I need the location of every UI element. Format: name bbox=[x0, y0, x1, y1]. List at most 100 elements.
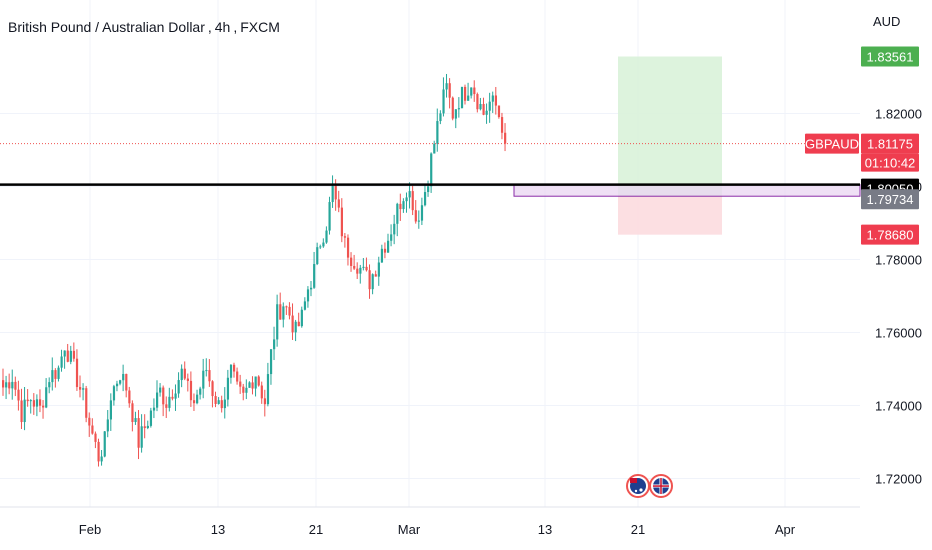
candle-body bbox=[451, 97, 454, 119]
symbol-tag-text: GBPAUD bbox=[805, 137, 859, 152]
candle-body bbox=[494, 95, 497, 106]
loss-zone[interactable] bbox=[618, 196, 722, 235]
candle-body bbox=[467, 95, 470, 101]
profit-zone[interactable] bbox=[618, 56, 722, 197]
candle-body bbox=[211, 381, 214, 397]
candle-body bbox=[460, 86, 464, 109]
symbol-tag-bg bbox=[805, 133, 859, 154]
candle-body bbox=[5, 382, 8, 388]
candle-body bbox=[149, 410, 153, 426]
candle-body bbox=[97, 441, 100, 462]
trade-zones[interactable] bbox=[513, 56, 861, 235]
candle-body bbox=[177, 380, 180, 394]
candle-body bbox=[199, 388, 202, 395]
australia-star bbox=[639, 488, 643, 492]
candle-body bbox=[112, 386, 116, 401]
candle-body bbox=[297, 321, 300, 327]
y-tick-label: 1.78000 bbox=[875, 253, 922, 268]
candle-body bbox=[273, 339, 276, 350]
candle-body bbox=[396, 203, 399, 224]
candle-body bbox=[353, 265, 356, 269]
symbol-tag: GBPAUD bbox=[805, 133, 859, 154]
candle-body bbox=[343, 236, 347, 238]
candle-body bbox=[152, 407, 156, 411]
candle-body bbox=[85, 388, 88, 418]
candle-body bbox=[285, 306, 288, 308]
candle-body bbox=[282, 306, 285, 320]
candle-body bbox=[208, 370, 211, 382]
countdown-tag-text: 01:10:42 bbox=[865, 156, 916, 171]
y-tick-label: 1.72000 bbox=[875, 472, 922, 487]
candle-body bbox=[125, 373, 128, 391]
candle-body bbox=[146, 425, 149, 429]
y-tick-label: 1.82000 bbox=[875, 107, 922, 122]
candle-body bbox=[436, 121, 439, 144]
candle-body bbox=[220, 400, 223, 409]
uk-flag-icon[interactable] bbox=[649, 474, 673, 498]
countdown-tag: 01:10:42 bbox=[861, 153, 919, 172]
candle-body bbox=[60, 356, 63, 368]
price-tags: 1.835611.8117501:10:421.800501.797341.78… bbox=[805, 46, 919, 245]
candle-body bbox=[156, 392, 159, 408]
candle-body bbox=[402, 201, 405, 210]
time-axis[interactable]: Feb 13 21 Mar 13 21 Apr bbox=[0, 506, 860, 537]
candle-body bbox=[387, 240, 390, 253]
candle-body bbox=[168, 396, 171, 408]
candle-body bbox=[2, 380, 5, 388]
candle-body bbox=[20, 400, 23, 423]
candle-body bbox=[303, 301, 307, 310]
candle-body bbox=[26, 399, 29, 402]
last-price-tag-bg bbox=[861, 133, 919, 154]
candle-body bbox=[414, 210, 417, 222]
candle-body bbox=[310, 287, 313, 290]
chart-title[interactable]: British Pound / Australian Dollar, 4h, FXC… bbox=[8, 19, 280, 35]
price-overlays[interactable] bbox=[0, 143, 860, 186]
candle-body bbox=[340, 207, 343, 237]
candle-body bbox=[328, 202, 331, 231]
candle-body bbox=[500, 117, 504, 133]
candle-body bbox=[11, 381, 14, 389]
candle-body bbox=[205, 370, 208, 372]
x-tick-label: 13 bbox=[538, 522, 552, 537]
candle-body bbox=[442, 89, 445, 114]
candle-body bbox=[35, 399, 39, 407]
candle-body bbox=[380, 248, 384, 263]
candle-body bbox=[79, 387, 82, 390]
interval: 4h bbox=[214, 19, 231, 35]
candle-body bbox=[294, 321, 297, 333]
candle-body bbox=[122, 373, 125, 381]
stop-loss-tag: 1.78680 bbox=[861, 224, 919, 245]
australia-flag-icon[interactable] bbox=[626, 474, 650, 498]
candle-body bbox=[23, 399, 26, 423]
candle-body bbox=[322, 242, 325, 247]
candle-body bbox=[368, 270, 371, 290]
candle-body bbox=[29, 400, 32, 402]
candle-body bbox=[100, 456, 103, 462]
x-tick-label: Feb bbox=[79, 522, 101, 537]
candle-body bbox=[337, 199, 340, 208]
candle-body bbox=[226, 377, 230, 400]
australia-star bbox=[634, 489, 638, 493]
candle-body bbox=[165, 404, 168, 408]
take-profit-tag-text: 1.83561 bbox=[867, 50, 914, 65]
candle-body bbox=[313, 264, 316, 288]
candle-body bbox=[497, 105, 501, 118]
candle-body bbox=[331, 185, 334, 203]
currency-label: AUD bbox=[873, 14, 900, 29]
countdown-tag-bg bbox=[861, 153, 919, 172]
candle-body bbox=[276, 304, 279, 340]
price-axis[interactable]: AUD1.720001.740001.760001.780001.800001.… bbox=[873, 14, 922, 487]
x-tick-label: Mar bbox=[398, 522, 421, 537]
candle-body bbox=[464, 86, 467, 101]
candle-body bbox=[350, 257, 353, 266]
candle-body bbox=[269, 349, 273, 375]
event-flags[interactable] bbox=[626, 474, 673, 498]
highlight-zone[interactable] bbox=[513, 184, 861, 197]
candle-body bbox=[128, 390, 131, 404]
candle-body bbox=[362, 266, 365, 268]
candle-body bbox=[316, 247, 319, 265]
candle-body bbox=[202, 370, 205, 389]
candle-body bbox=[115, 383, 119, 387]
candle-body bbox=[88, 417, 91, 426]
